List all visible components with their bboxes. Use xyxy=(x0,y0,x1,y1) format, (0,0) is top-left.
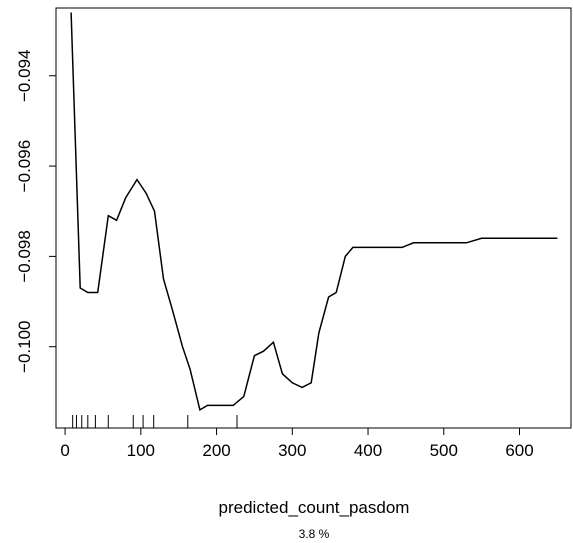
y-tick-label: −0.094 xyxy=(15,49,34,101)
x-tick-label: 500 xyxy=(430,441,458,460)
rug-marks xyxy=(72,415,238,428)
x-tick-label: 100 xyxy=(127,441,155,460)
y-tick-label: −0.096 xyxy=(15,140,34,192)
x-axis-label: predicted_count_pasdom xyxy=(219,498,410,517)
series-line xyxy=(70,12,558,412)
x-axis: 0 100 200 300 400 500 600 xyxy=(60,427,534,460)
x-tick-label: 300 xyxy=(278,441,306,460)
y-tick-label: −0.098 xyxy=(15,230,34,282)
x-tick-label: 200 xyxy=(202,441,230,460)
x-tick-label: 0 xyxy=(60,441,69,460)
y-axis: −0.094 −0.096 −0.098 −0.100 xyxy=(15,49,57,373)
x-tick-label: 400 xyxy=(354,441,382,460)
chart-subtitle: 3.8 % xyxy=(299,527,330,541)
y-tick-label: −0.100 xyxy=(15,320,34,372)
x-tick-label: 600 xyxy=(505,441,533,460)
